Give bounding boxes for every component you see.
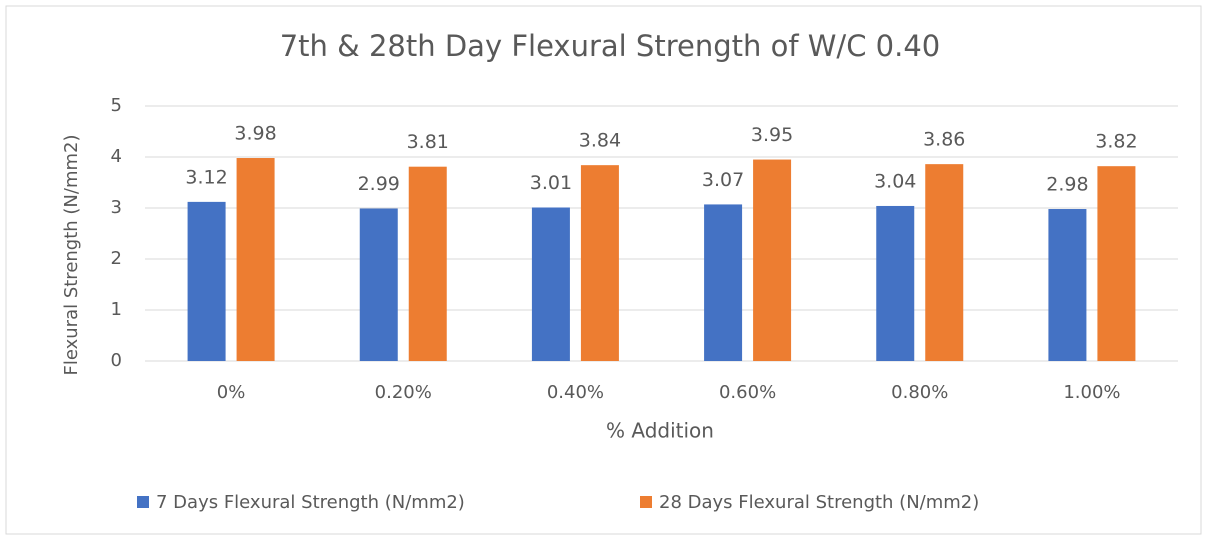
y-tick-label: 3: [111, 197, 122, 218]
data-label: 2.99: [358, 173, 400, 195]
x-tick-label: 0.40%: [547, 382, 604, 403]
data-label: 3.95: [751, 124, 793, 146]
y-tick-label: 5: [111, 95, 122, 116]
data-label: 3.98: [234, 123, 276, 145]
x-tick-label: 0%: [217, 382, 246, 403]
y-tick-label: 4: [111, 146, 122, 167]
bar: [876, 205, 915, 361]
bar: [753, 159, 792, 361]
x-tick-label: 0.80%: [891, 382, 948, 403]
bar: [1097, 166, 1136, 361]
bar: [187, 201, 226, 361]
x-tick-label: 1.00%: [1063, 382, 1120, 403]
bar: [359, 208, 398, 361]
legend-label: 7 Days Flexural Strength (N/mm2): [156, 492, 465, 513]
data-label: 2.98: [1046, 174, 1088, 196]
data-label: 3.82: [1095, 131, 1137, 153]
y-axis-title: Flexural Strength (N/mm2): [61, 134, 82, 375]
x-axis-title: % Addition: [606, 419, 714, 443]
bar: [236, 158, 275, 361]
legend-swatch: [640, 496, 652, 508]
legend-swatch: [137, 496, 149, 508]
x-tick-label: 0.20%: [375, 382, 432, 403]
y-tick-label: 0: [111, 350, 122, 371]
data-label: 3.86: [923, 129, 965, 151]
data-label: 3.84: [579, 130, 621, 152]
data-label: 3.01: [530, 172, 572, 194]
x-tick-label: 0.60%: [719, 382, 776, 403]
data-label: 3.81: [407, 131, 449, 153]
data-label: 3.04: [874, 170, 916, 192]
y-tick-label: 1: [111, 299, 122, 320]
bar: [531, 207, 570, 361]
bar: [1048, 209, 1087, 361]
bar: [704, 204, 743, 361]
data-label: 3.07: [702, 169, 744, 191]
chart-title: 7th & 28th Day Flexural Strength of W/C …: [280, 29, 941, 63]
data-label: 3.12: [185, 166, 227, 188]
bar: [925, 164, 964, 361]
bar: [408, 166, 447, 361]
y-tick-label: 2: [111, 248, 122, 269]
bar: [580, 165, 619, 361]
legend-label: 28 Days Flexural Strength (N/mm2): [659, 492, 979, 513]
